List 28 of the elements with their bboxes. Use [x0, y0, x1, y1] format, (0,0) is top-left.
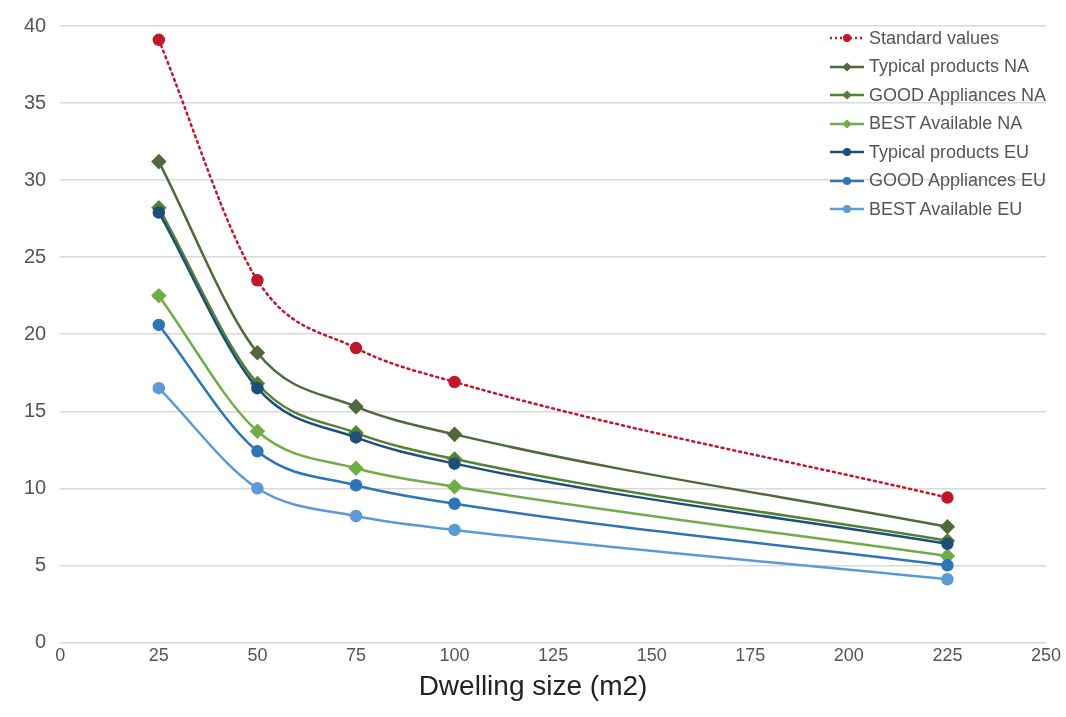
x-tick-label: 0 [55, 645, 66, 666]
x-tick-label: 250 [1030, 645, 1062, 666]
y-tick-label: 0 [35, 629, 47, 652]
x-tick-label: 25 [148, 645, 169, 666]
y-tick-label: 30 [24, 167, 47, 190]
legend-label: GOOD Appliances NA [868, 84, 1046, 106]
x-tick-label: 100 [439, 645, 470, 666]
x-tick-label: 150 [636, 645, 667, 666]
x-tick-label: 75 [345, 645, 366, 666]
y-tick-label: 35 [24, 90, 47, 113]
legend-label: BEST Available NA [868, 113, 1023, 135]
legend-label: Typical products EU [868, 141, 1029, 163]
x-tick-label: 50 [247, 645, 268, 666]
x-tick-label: 200 [833, 645, 864, 666]
x-axis-title: Dwelling size (m2) [417, 670, 649, 702]
legend-label: Standard values [868, 27, 1000, 49]
x-tick-label: 225 [932, 645, 963, 666]
x-tick-label: 125 [538, 645, 569, 666]
x-tick-label: 175 [735, 645, 766, 666]
y-tick-label: 25 [24, 244, 47, 267]
y-tick-label: 15 [24, 398, 47, 421]
y-tick-label: 5 [35, 552, 47, 575]
legend-label: Typical products NA [868, 56, 1029, 78]
legend-label: GOOD Appliances EU [868, 170, 1046, 192]
y-tick-label: 10 [24, 475, 47, 498]
legend-label: BEST Available EU [868, 198, 1023, 220]
y-tick-label: 40 [24, 13, 47, 36]
y-tick-label: 20 [24, 321, 47, 344]
